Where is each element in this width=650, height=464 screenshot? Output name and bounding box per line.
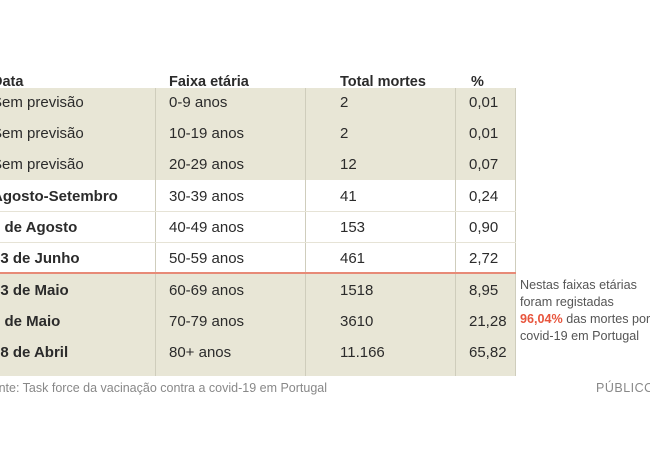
cell-faixa: 0-9 anos — [169, 94, 228, 111]
cell-data: 2 de Maio — [0, 313, 61, 330]
cell-data: Sem previsão — [0, 156, 84, 173]
table-row: 13 de Junho 50-59 anos 461 2,72 — [0, 243, 516, 274]
band-highlighted-ages — [0, 274, 516, 376]
cell-pct: 65,82 — [469, 344, 507, 361]
note-text-after: das mortes por covid-19 em Portugal — [520, 312, 650, 343]
column-divider — [155, 88, 156, 376]
column-divider — [515, 88, 516, 376]
column-divider — [305, 88, 306, 376]
publisher-logo-text: PÚBLICO — [596, 381, 650, 395]
cell-data: 8 de Agosto — [0, 219, 78, 236]
cell-faixa: 40-49 anos — [169, 219, 245, 236]
table-row: Sem previsão 0-9 anos 2 0,01 — [0, 87, 516, 118]
column-divider — [455, 88, 456, 376]
cell-faixa: 50-59 anos — [169, 250, 245, 267]
cell-total: 1518 — [340, 282, 374, 299]
annotation-note: Nestas faixas etárias foram registadas 9… — [520, 277, 650, 345]
cell-total: 41 — [340, 188, 357, 205]
table-row: Agosto-Setembro 30-39 anos 41 0,24 — [0, 181, 516, 212]
table-row: 18 de Abril 80+ anos 11.166 65,82 — [0, 337, 516, 368]
cell-faixa: 60-69 anos — [169, 282, 245, 299]
cell-total: 12 — [340, 156, 357, 173]
cell-pct: 21,28 — [469, 313, 507, 330]
header-data: Data — [0, 74, 24, 90]
header-percent: % — [471, 74, 484, 90]
note-highlight: 96,04% — [520, 312, 563, 326]
header-total-mortes: Total mortes — [340, 74, 426, 90]
cell-faixa: 30-39 anos — [169, 188, 245, 205]
row-divider — [0, 242, 516, 243]
row-divider — [0, 211, 516, 212]
cell-pct: 0,07 — [469, 156, 499, 173]
cell-total: 2 — [340, 94, 349, 111]
cell-pct: 2,72 — [469, 250, 499, 267]
cell-data: 23 de Maio — [0, 282, 69, 299]
band-sem-previsao — [0, 88, 516, 180]
cell-total: 2 — [340, 125, 349, 142]
cell-faixa: 70-79 anos — [169, 313, 245, 330]
cell-faixa: 20-29 anos — [169, 156, 245, 173]
cell-pct: 0,01 — [469, 125, 499, 142]
table-row: 2 de Maio 70-79 anos 3610 21,28 — [0, 306, 516, 337]
cell-total: 3610 — [340, 313, 374, 330]
cell-data: 13 de Junho — [0, 250, 80, 267]
cell-data: Sem previsão — [0, 125, 84, 142]
table-row: Sem previsão 20-29 anos 12 0,07 — [0, 149, 516, 180]
table-row: 8 de Agosto 40-49 anos 153 0,90 — [0, 212, 516, 243]
cell-pct: 0,24 — [469, 188, 499, 205]
cell-data: 18 de Abril — [0, 344, 69, 361]
cell-data: Sem previsão — [0, 94, 84, 111]
header-faixa-etaria: Faixa etária — [169, 74, 249, 90]
cell-data: Agosto-Setembro — [0, 188, 118, 205]
cell-pct: 0,90 — [469, 219, 499, 236]
cell-total: 11.166 — [340, 344, 385, 361]
table-row: 23 de Maio 60-69 anos 1518 8,95 — [0, 275, 516, 306]
source-credit: Fonte: Task force da vacinação contra a … — [0, 381, 328, 395]
cell-faixa: 10-19 anos — [169, 125, 245, 142]
cell-pct: 8,95 — [469, 282, 499, 299]
cell-total: 153 — [340, 219, 366, 236]
table-row: Sem previsão 10-19 anos 2 0,01 — [0, 118, 516, 149]
cell-pct: 0,01 — [469, 94, 499, 111]
cell-total: 461 — [340, 250, 366, 267]
cell-faixa: 80+ anos — [169, 344, 232, 361]
note-text-before: Nestas faixas etárias foram registadas — [520, 278, 637, 309]
highlight-divider — [0, 272, 516, 274]
